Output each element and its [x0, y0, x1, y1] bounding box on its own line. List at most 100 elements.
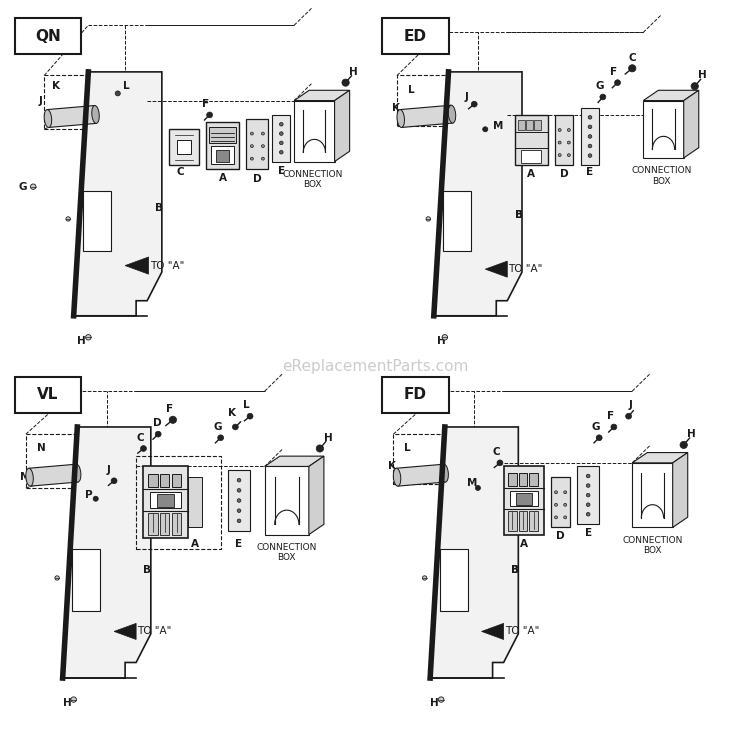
Polygon shape: [396, 464, 445, 486]
Ellipse shape: [397, 110, 404, 127]
Circle shape: [71, 697, 76, 702]
Bar: [382, 377, 448, 413]
Text: H: H: [63, 698, 71, 708]
Text: H: H: [687, 429, 696, 439]
Circle shape: [497, 460, 503, 466]
Polygon shape: [644, 100, 684, 158]
Circle shape: [588, 144, 592, 148]
Circle shape: [155, 431, 161, 437]
Text: CONNECTION
BOX: CONNECTION BOX: [622, 536, 682, 555]
Text: A: A: [218, 173, 226, 183]
Bar: [176, 140, 191, 154]
Circle shape: [586, 512, 590, 516]
Bar: [551, 477, 570, 527]
Polygon shape: [632, 463, 673, 527]
Circle shape: [628, 64, 636, 72]
Ellipse shape: [26, 468, 33, 486]
Circle shape: [691, 83, 698, 90]
Circle shape: [262, 157, 265, 160]
Bar: [580, 108, 599, 165]
Text: K: K: [228, 408, 236, 418]
Circle shape: [614, 80, 620, 86]
Bar: [521, 150, 541, 163]
Circle shape: [426, 217, 430, 221]
Circle shape: [140, 446, 146, 452]
Polygon shape: [294, 90, 350, 100]
Circle shape: [558, 129, 561, 132]
Text: F: F: [610, 67, 617, 77]
Circle shape: [476, 485, 481, 490]
Text: L: L: [404, 444, 411, 454]
Bar: [188, 477, 202, 527]
Bar: [216, 150, 229, 162]
Polygon shape: [63, 427, 151, 678]
Circle shape: [471, 101, 477, 107]
Circle shape: [568, 129, 570, 132]
Text: C: C: [493, 447, 500, 457]
Polygon shape: [265, 466, 309, 534]
Circle shape: [247, 414, 253, 419]
Bar: [72, 549, 100, 611]
Bar: [160, 474, 170, 487]
Circle shape: [55, 576, 59, 580]
Circle shape: [316, 445, 323, 452]
Text: B: B: [511, 565, 519, 575]
Bar: [246, 119, 268, 169]
Circle shape: [483, 127, 488, 132]
Text: D: D: [253, 174, 262, 184]
Circle shape: [558, 141, 561, 144]
Text: TO "A": TO "A": [150, 261, 184, 271]
Text: B: B: [514, 210, 523, 220]
Text: N: N: [37, 444, 46, 454]
Text: G: G: [592, 422, 600, 432]
Polygon shape: [430, 427, 518, 678]
Text: H: H: [350, 67, 358, 77]
Bar: [209, 127, 236, 143]
Text: L: L: [123, 81, 130, 92]
Circle shape: [442, 335, 448, 340]
Bar: [206, 122, 239, 169]
Bar: [555, 115, 574, 165]
Text: G: G: [19, 182, 27, 192]
Text: A: A: [191, 539, 199, 548]
Text: M: M: [466, 477, 477, 488]
Text: CONNECTION
BOX: CONNECTION BOX: [282, 170, 343, 189]
Text: E: E: [586, 168, 593, 177]
Circle shape: [564, 491, 567, 493]
Circle shape: [568, 154, 570, 157]
Circle shape: [586, 503, 590, 507]
Bar: [510, 491, 538, 506]
Circle shape: [422, 576, 427, 580]
Text: F: F: [607, 411, 613, 421]
Circle shape: [251, 157, 254, 160]
Polygon shape: [433, 72, 522, 315]
Bar: [578, 466, 599, 524]
Circle shape: [93, 496, 98, 501]
Bar: [535, 120, 541, 130]
Polygon shape: [485, 261, 507, 277]
Bar: [272, 115, 290, 162]
Text: E: E: [236, 539, 242, 548]
Polygon shape: [125, 257, 148, 274]
Text: TO "A": TO "A": [137, 627, 172, 636]
Circle shape: [232, 424, 238, 430]
Text: B: B: [154, 203, 163, 213]
Text: FD: FD: [404, 387, 427, 402]
Circle shape: [86, 335, 91, 340]
Polygon shape: [400, 105, 453, 127]
Circle shape: [66, 217, 70, 221]
Circle shape: [262, 132, 265, 135]
Ellipse shape: [92, 105, 99, 124]
Bar: [530, 474, 538, 485]
Bar: [516, 493, 532, 504]
Circle shape: [237, 519, 241, 523]
Text: CONNECTION
BOX: CONNECTION BOX: [632, 166, 692, 186]
Text: K: K: [392, 102, 400, 113]
Polygon shape: [28, 464, 78, 486]
Text: J: J: [628, 400, 632, 411]
Text: eReplacementParts.com: eReplacementParts.com: [282, 359, 468, 373]
Circle shape: [586, 474, 590, 478]
Circle shape: [237, 479, 241, 482]
Circle shape: [600, 94, 606, 100]
Text: D: D: [560, 169, 568, 179]
